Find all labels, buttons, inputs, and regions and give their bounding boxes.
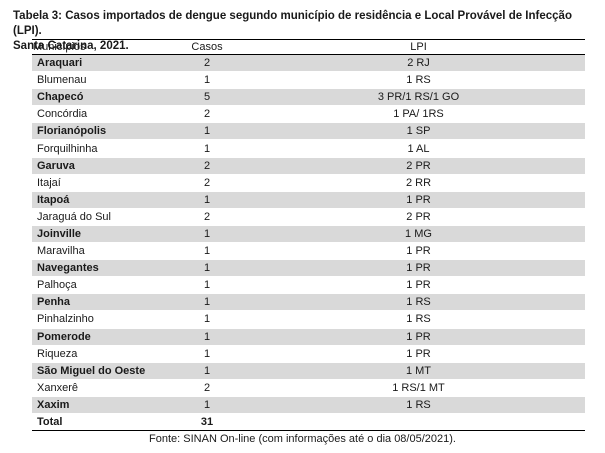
cell-casos: 2 <box>162 379 252 397</box>
header-casos: Casos <box>162 39 252 55</box>
cell-casos: 5 <box>162 88 252 107</box>
header-lpi: LPI <box>252 39 585 55</box>
cell-lpi: 1 RS <box>252 310 585 329</box>
cell-lpi: 1 AL <box>252 139 585 158</box>
table-row: Xanxerê 2 1 RS/1 MT <box>32 379 585 397</box>
header-municipios: Municípios <box>32 39 162 55</box>
cell-casos: 1 <box>162 310 252 329</box>
cell-lpi: 1 RS <box>252 293 585 312</box>
table-row: Navegantes 1 1 PR <box>32 259 585 278</box>
cell-casos: 1 <box>162 276 252 295</box>
cell-municipio: Xaxim <box>32 396 162 414</box>
cell-municipio: Concórdia <box>32 105 162 124</box>
cell-lpi: 1 MG <box>252 225 585 244</box>
cell-lpi: 1 PA/ 1RS <box>252 105 585 124</box>
cell-lpi: 1 PR <box>252 328 585 346</box>
cell-casos: 1 <box>162 328 252 346</box>
cell-municipio: Blumenau <box>32 71 162 90</box>
table-row: Pinhalzinho 1 1 RS <box>32 310 585 329</box>
table-row: Penha 1 1 RS <box>32 293 585 312</box>
cell-casos: 2 <box>162 105 252 124</box>
table-body: Araquari 2 2 RJ Blumenau 1 1 RS Chapecó 5 3 PR/1… <box>32 54 585 432</box>
cell-lpi: 2 PR <box>252 208 585 226</box>
table-row: Joinville 1 1 MG <box>32 225 585 244</box>
cell-municipio: São Miguel do Oeste <box>32 362 162 380</box>
table-row: Forquilhinha 1 1 AL <box>32 139 585 158</box>
cell-casos: 1 <box>162 259 252 278</box>
cell-lpi: 1 SP <box>252 122 585 141</box>
cell-municipio: Pomerode <box>32 328 162 346</box>
cell-lpi: 3 PR/1 RS/1 GO <box>252 88 585 107</box>
table-row: Riqueza 1 1 PR <box>32 345 585 363</box>
cell-municipio: Penha <box>32 293 162 312</box>
table-row: Florianópolis 1 1 SP <box>32 122 585 141</box>
cell-municipio: Araquari <box>32 54 162 73</box>
cell-lpi: 1 PR <box>252 345 585 363</box>
cell-municipio: Itajaí <box>32 174 162 192</box>
total-label: Total <box>32 413 162 432</box>
cell-municipio: Palhoça <box>32 276 162 295</box>
cell-casos: 1 <box>162 293 252 312</box>
cell-municipio: Pinhalzinho <box>32 310 162 329</box>
cell-casos: 2 <box>162 208 252 226</box>
table-row: Jaraguá do Sul 2 2 PR <box>32 208 585 226</box>
cell-municipio: Riqueza <box>32 345 162 363</box>
cell-casos: 1 <box>162 71 252 90</box>
cell-municipio: Jaraguá do Sul <box>32 208 162 226</box>
cell-casos: 2 <box>162 174 252 192</box>
table-row: Araquari 2 2 RJ <box>32 54 585 73</box>
table-row: Pomerode 1 1 PR <box>32 328 585 346</box>
table-row: Itapoá 1 1 PR <box>32 191 585 209</box>
cell-casos: 1 <box>162 122 252 141</box>
cell-lpi: 1 MT <box>252 362 585 380</box>
total-casos: 31 <box>162 413 252 432</box>
cell-lpi: 1 PR <box>252 242 585 261</box>
cell-casos: 2 <box>162 157 252 175</box>
table-row: Concórdia 2 1 PA/ 1RS <box>32 105 585 124</box>
cell-lpi: 1 RS <box>252 71 585 90</box>
table-row: Garuva 2 2 PR <box>32 157 585 175</box>
table-row: Maravilha 1 1 PR <box>32 242 585 261</box>
cell-lpi: 1 RS/1 MT <box>252 379 585 397</box>
cell-municipio: Forquilhinha <box>32 139 162 158</box>
cell-municipio: Navegantes <box>32 259 162 278</box>
cell-municipio: Itapoá <box>32 191 162 209</box>
cell-casos: 1 <box>162 191 252 209</box>
cell-casos: 1 <box>162 225 252 244</box>
cell-municipio: Chapecó <box>32 88 162 107</box>
cell-lpi: 1 PR <box>252 259 585 278</box>
cell-casos: 1 <box>162 242 252 261</box>
cell-lpi: 2 PR <box>252 157 585 175</box>
cell-lpi: 1 PR <box>252 276 585 295</box>
table-row: Chapecó 5 3 PR/1 RS/1 GO <box>32 88 585 107</box>
table-row: Itajaí 2 2 RR <box>32 174 585 192</box>
cell-municipio: Xanxerê <box>32 379 162 397</box>
caption-line-1: Tabela 3: Casos importados de dengue seg… <box>13 10 572 37</box>
table-row: Xaxim 1 1 RS <box>32 396 585 414</box>
table-row: Blumenau 1 1 RS <box>32 71 585 90</box>
source-note: Fonte: SINAN On-line (com informações at… <box>149 433 456 445</box>
cell-casos: 2 <box>162 54 252 73</box>
table-header-row: Municípios Casos LPI <box>32 39 585 55</box>
cell-lpi: 2 RR <box>252 174 585 192</box>
table-total-row: Total 31 <box>32 413 585 432</box>
cell-casos: 1 <box>162 362 252 380</box>
cell-lpi: 1 PR <box>252 191 585 209</box>
total-lpi <box>252 413 585 432</box>
cell-municipio: Garuva <box>32 157 162 175</box>
cell-municipio: Joinville <box>32 225 162 244</box>
cell-casos: 1 <box>162 139 252 158</box>
cell-lpi: 1 RS <box>252 396 585 414</box>
table-row: São Miguel do Oeste 1 1 MT <box>32 362 585 380</box>
cell-municipio: Maravilha <box>32 242 162 261</box>
cell-casos: 1 <box>162 345 252 363</box>
cell-municipio: Florianópolis <box>32 122 162 141</box>
cell-casos: 1 <box>162 396 252 414</box>
cases-table: Municípios Casos LPI Araquari 2 2 RJ Blumen… <box>32 39 585 432</box>
cell-lpi: 2 RJ <box>252 54 585 73</box>
table-row: Palhoça 1 1 PR <box>32 276 585 295</box>
